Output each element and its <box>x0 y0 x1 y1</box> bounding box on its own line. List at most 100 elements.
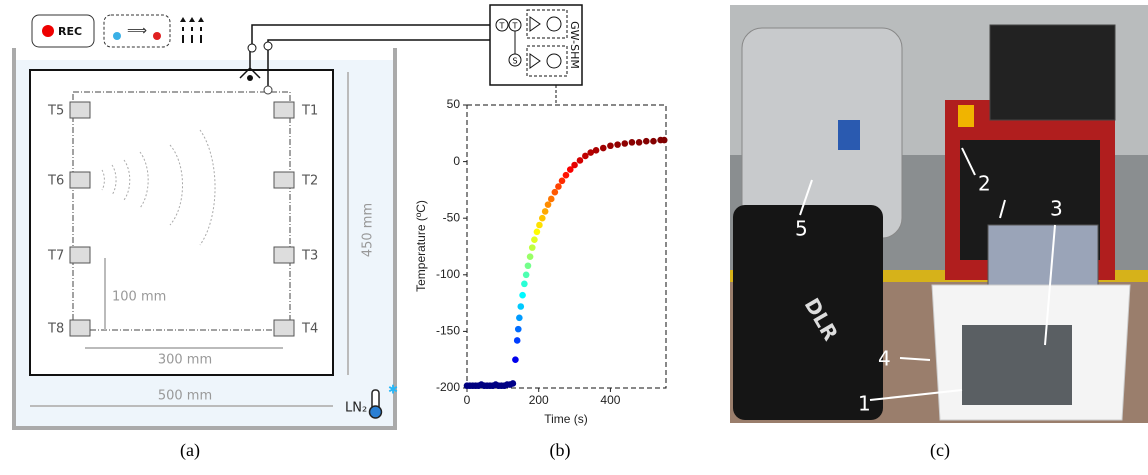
point <box>628 139 636 146</box>
connector <box>263 85 273 95</box>
point <box>621 140 629 147</box>
point <box>562 171 570 179</box>
y-tick-label: -150 <box>436 324 460 338</box>
device-label: GW-SHM <box>568 21 581 69</box>
point <box>512 356 519 364</box>
point <box>531 236 538 244</box>
dimension-lines <box>30 72 349 407</box>
multimeter <box>958 105 974 127</box>
point <box>536 221 543 229</box>
point <box>614 141 621 148</box>
point <box>571 161 578 169</box>
waves <box>101 129 216 246</box>
y-axis-label: Temperature (ºC) <box>414 200 428 292</box>
test-plate <box>962 325 1072 405</box>
caption: (b) <box>550 440 571 461</box>
x-axis-label: Time (s) <box>544 412 588 426</box>
pointers <box>799 147 1056 401</box>
sensor-frame <box>72 91 291 331</box>
sensor-label: T8 <box>47 322 64 337</box>
point <box>544 201 552 208</box>
point <box>607 142 614 150</box>
panel-c: DLR 1 2 3 4 5 (c) <box>730 5 1148 461</box>
point <box>566 166 574 173</box>
dimension-label: 500 mm <box>158 389 212 404</box>
port-label: T <box>512 22 518 31</box>
point <box>558 177 566 185</box>
rec-dot <box>42 25 54 37</box>
caption: (a) <box>180 440 200 461</box>
sensor-label: T1 <box>301 104 318 119</box>
svg-text:✱: ✱ <box>388 383 398 397</box>
point <box>522 271 530 279</box>
point <box>517 303 525 310</box>
point <box>576 157 584 164</box>
sensors <box>69 101 295 337</box>
source-symbol <box>546 53 562 69</box>
panel-b: T T S GW-SHM -200 -150 -100 -50 0 50 0 200 400 T… <box>414 4 668 461</box>
sensor-label: T4 <box>301 322 318 337</box>
point <box>541 208 549 215</box>
source-symbol <box>546 16 562 32</box>
monitor <box>989 24 1116 121</box>
sensor-label: T2 <box>301 174 318 189</box>
case <box>733 205 883 420</box>
point <box>592 146 600 154</box>
temperature-icon <box>103 14 171 48</box>
amp-symbol <box>529 16 541 69</box>
point <box>635 139 643 146</box>
point <box>516 314 523 322</box>
point <box>599 144 607 152</box>
point <box>521 280 528 288</box>
sensor-label: T7 <box>47 249 64 264</box>
sensor-label: T3 <box>301 249 318 264</box>
connector <box>263 41 273 51</box>
y-tick-label: -100 <box>436 267 460 281</box>
y-tick-label: 50 <box>447 97 461 111</box>
photo-label: 2 <box>978 172 991 196</box>
x-tick-label: 400 <box>600 393 620 407</box>
point <box>547 195 555 203</box>
port-label: S <box>512 57 517 66</box>
point <box>519 291 526 299</box>
point <box>526 253 534 260</box>
connector <box>247 75 253 81</box>
x-tick-label: 0 <box>464 393 471 407</box>
dimension-label: 450 mm <box>361 203 376 257</box>
wires <box>239 24 497 90</box>
dewar-sticker <box>838 120 860 150</box>
dimension-label: 100 mm <box>112 290 166 305</box>
panel-a: T5 T6 T7 T8 T1 T2 T3 T4 450 mm 100 mm 30… <box>12 14 497 461</box>
y-tick-label: -50 <box>443 210 461 224</box>
plot: -200 -150 -100 -50 0 50 0 200 400 <box>436 97 668 407</box>
point <box>582 152 589 160</box>
point <box>528 244 536 251</box>
sensor-label: T5 <box>47 104 64 119</box>
point <box>513 337 521 344</box>
rec-icon <box>31 14 95 48</box>
point <box>650 137 657 145</box>
point <box>660 136 668 144</box>
point <box>587 149 595 156</box>
gw-shm-unit <box>987 224 1099 286</box>
photo-label: 1 <box>858 392 871 416</box>
photo-label: 4 <box>878 347 891 371</box>
rec-label: REC <box>58 25 82 38</box>
cold-bulb <box>113 32 121 40</box>
point <box>533 228 541 236</box>
rising-icon <box>180 17 204 43</box>
x-tick-label: 200 <box>529 393 549 407</box>
sensor-label: T6 <box>47 174 64 189</box>
point <box>551 188 559 196</box>
photo-label: 5 <box>795 217 808 241</box>
point <box>509 380 517 387</box>
plot-frame <box>466 104 667 389</box>
point <box>538 214 546 222</box>
arrow-icon: ⟹ <box>127 23 147 39</box>
connector <box>247 43 257 53</box>
caption: (c) <box>930 440 950 461</box>
photo-label: 3 <box>1050 197 1063 221</box>
point <box>642 137 650 145</box>
port <box>495 18 509 32</box>
